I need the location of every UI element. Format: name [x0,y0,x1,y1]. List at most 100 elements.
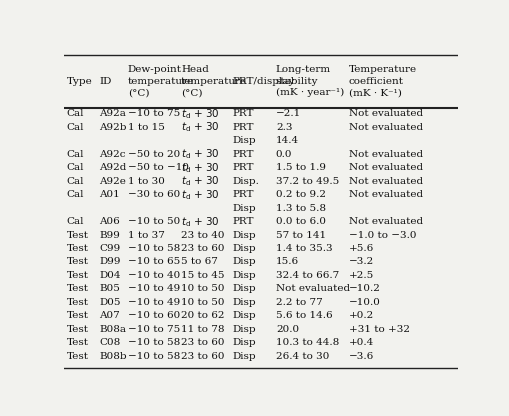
Text: −10.0: −10.0 [349,298,381,307]
Text: +31 to +32: +31 to +32 [349,325,410,334]
Text: +0.4: +0.4 [349,338,374,347]
Text: 1.4 to 35.3: 1.4 to 35.3 [276,244,332,253]
Text: −50 to 20: −50 to 20 [128,150,180,159]
Text: −10 to 49: −10 to 49 [128,285,180,293]
Text: B08a: B08a [100,325,127,334]
Text: 1 to 37: 1 to 37 [128,230,165,240]
Text: 23 to 60: 23 to 60 [181,338,224,347]
Text: $t_{\rm d}$ + 30: $t_{\rm d}$ + 30 [181,174,220,188]
Text: $t_{\rm d}$ + 30: $t_{\rm d}$ + 30 [181,121,220,134]
Text: A92b: A92b [100,123,127,132]
Text: PRT: PRT [233,163,254,172]
Text: Test: Test [67,230,89,240]
Text: $t_{\rm d}$ + 30: $t_{\rm d}$ + 30 [181,215,220,228]
Text: A92d: A92d [100,163,127,172]
Text: Test: Test [67,258,89,267]
Text: B08b: B08b [100,352,127,361]
Text: 0.2 to 9.2: 0.2 to 9.2 [276,190,326,199]
Text: B05: B05 [100,285,121,293]
Text: −10.2: −10.2 [349,285,381,293]
Text: Test: Test [67,298,89,307]
Text: A07: A07 [100,311,120,320]
Text: −10 to 40: −10 to 40 [128,271,180,280]
Text: −10 to 60: −10 to 60 [128,311,180,320]
Text: Disp: Disp [233,271,256,280]
Text: 23 to 40: 23 to 40 [181,230,224,240]
Text: Not evaluated: Not evaluated [276,285,350,293]
Text: PRT: PRT [233,109,254,119]
Text: 15.6: 15.6 [276,258,299,267]
Text: A06: A06 [100,217,120,226]
Text: 14.4: 14.4 [276,136,299,145]
Text: D99: D99 [100,258,121,267]
Text: A01: A01 [100,190,120,199]
Text: −10 to 50: −10 to 50 [128,217,180,226]
Text: −10 to 58: −10 to 58 [128,352,180,361]
Text: 26.4 to 30: 26.4 to 30 [276,352,329,361]
Text: D05: D05 [100,298,121,307]
Text: Disp: Disp [233,325,256,334]
Text: Cal: Cal [67,190,84,199]
Text: Cal: Cal [67,109,84,119]
Text: Disp: Disp [233,258,256,267]
Text: 1.3 to 5.8: 1.3 to 5.8 [276,204,326,213]
Text: A92c: A92c [100,150,126,159]
Text: Disp: Disp [233,338,256,347]
Text: Disp: Disp [233,311,256,320]
Text: 1 to 30: 1 to 30 [128,177,165,186]
Text: 11 to 78: 11 to 78 [181,325,224,334]
Text: $t_{\rm d}$ + 30: $t_{\rm d}$ + 30 [181,188,220,202]
Text: A92a: A92a [100,109,126,119]
Text: Test: Test [67,325,89,334]
Text: Temperature
coefficient
(mK · K⁻¹): Temperature coefficient (mK · K⁻¹) [349,65,417,97]
Text: Disp.: Disp. [233,177,259,186]
Text: Disp: Disp [233,285,256,293]
Text: Test: Test [67,285,89,293]
Text: 20 to 62: 20 to 62 [181,311,224,320]
Text: 37.2 to 49.5: 37.2 to 49.5 [276,177,339,186]
Text: PRT: PRT [233,150,254,159]
Text: $t_{\rm d}$ + 30: $t_{\rm d}$ + 30 [181,107,220,121]
Text: 10 to 50: 10 to 50 [181,285,224,293]
Text: +2.5: +2.5 [349,271,374,280]
Text: Cal: Cal [67,150,84,159]
Text: Not evaluated: Not evaluated [349,190,423,199]
Text: −10 to 58: −10 to 58 [128,338,180,347]
Text: −10 to 75: −10 to 75 [128,109,180,119]
Text: −10 to 49: −10 to 49 [128,298,180,307]
Text: 0.0: 0.0 [276,150,292,159]
Text: −3.2: −3.2 [349,258,374,267]
Text: Disp: Disp [233,298,256,307]
Text: 0.0 to 6.0: 0.0 to 6.0 [276,217,326,226]
Text: 23 to 60: 23 to 60 [181,244,224,253]
Text: 1.5 to 1.9: 1.5 to 1.9 [276,163,326,172]
Text: Disp: Disp [233,230,256,240]
Text: 10 to 50: 10 to 50 [181,298,224,307]
Text: Long-term
stability
(mK · year⁻¹): Long-term stability (mK · year⁻¹) [276,65,344,97]
Text: 10.3 to 44.8: 10.3 to 44.8 [276,338,339,347]
Text: −30 to 60: −30 to 60 [128,190,180,199]
Text: Not evaluated: Not evaluated [349,163,423,172]
Text: $t_{\rm d}$ + 30: $t_{\rm d}$ + 30 [181,147,220,161]
Text: C08: C08 [100,338,121,347]
Text: D04: D04 [100,271,121,280]
Text: −2.1: −2.1 [276,109,301,119]
Text: $t_{\rm d}$ + 30: $t_{\rm d}$ + 30 [181,161,220,175]
Text: Disp: Disp [233,244,256,253]
Text: Disp: Disp [233,136,256,145]
Text: B99: B99 [100,230,121,240]
Text: PRT: PRT [233,190,254,199]
Text: −50 to −10: −50 to −10 [128,163,189,172]
Text: +0.2: +0.2 [349,311,374,320]
Text: Cal: Cal [67,163,84,172]
Text: +5.6: +5.6 [349,244,374,253]
Text: −10 to 75: −10 to 75 [128,325,180,334]
Text: Cal: Cal [67,123,84,132]
Text: Cal: Cal [67,177,84,186]
Text: 2.2 to 77: 2.2 to 77 [276,298,323,307]
Text: PRT/display: PRT/display [233,77,295,86]
Text: A92e: A92e [100,177,126,186]
Text: 1 to 15: 1 to 15 [128,123,165,132]
Text: Not evaluated: Not evaluated [349,123,423,132]
Text: −1.0 to −3.0: −1.0 to −3.0 [349,230,416,240]
